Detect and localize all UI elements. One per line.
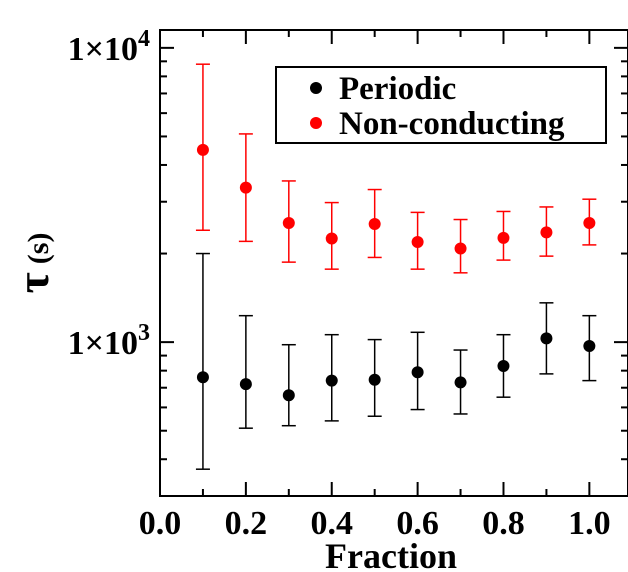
x-tick-label: 0.6 — [396, 505, 439, 542]
data-point-non-conducting — [239, 181, 252, 194]
data-point-periodic — [196, 371, 209, 384]
data-point-periodic — [583, 340, 596, 353]
y-tick-label: 1×104 — [68, 26, 150, 68]
x-tick-label: 0.8 — [482, 505, 525, 542]
data-point-non-conducting — [325, 232, 338, 245]
legend-marker-periodic — [310, 82, 322, 94]
data-point-non-conducting — [583, 217, 596, 230]
plot-area — [195, 63, 597, 470]
y-tick-label: 1×103 — [68, 320, 150, 362]
x-tick-label: 0.0 — [139, 505, 182, 542]
legend-box — [275, 66, 607, 144]
legend-label-periodic: Periodic — [339, 71, 456, 107]
data-point-periodic — [325, 374, 338, 387]
data-point-non-conducting — [454, 242, 467, 255]
data-point-non-conducting — [540, 226, 553, 239]
x-tick-label: 1.0 — [568, 505, 611, 542]
legend: Periodic Non-conducting — [275, 66, 607, 144]
x-axis-title: Fraction — [325, 536, 457, 572]
data-point-periodic — [497, 359, 510, 372]
x-tick-labels: 0.0 0.2 0.4 0.6 0.8 1.0 — [139, 505, 611, 542]
data-point-periodic — [282, 389, 295, 402]
plot-frame — [159, 29, 628, 497]
svg-text:τ(s): τ (s) — [7, 233, 58, 294]
data-point-non-conducting — [368, 218, 381, 231]
data-point-periodic — [368, 373, 381, 386]
y-axis-unit: (s) — [22, 233, 55, 265]
data-point-non-conducting — [411, 235, 424, 248]
data-point-non-conducting — [497, 231, 510, 244]
y-axis-symbol: τ — [7, 272, 58, 293]
data-point-periodic — [454, 376, 467, 389]
legend-label-non-conducting: Non-conducting — [339, 106, 565, 142]
data-point-periodic — [239, 378, 252, 391]
axis-ticks — [159, 30, 628, 497]
legend-marker-non-conducting — [310, 117, 322, 129]
data-point-periodic — [411, 366, 424, 379]
x-tick-label: 0.4 — [310, 505, 353, 542]
x-tick-label: 0.2 — [225, 505, 268, 542]
y-tick-labels: 1×103 1×104 — [68, 26, 150, 362]
data-point-periodic — [540, 332, 553, 345]
data-point-non-conducting — [282, 217, 295, 230]
y-axis-title: τ (s) — [7, 233, 58, 294]
data-point-non-conducting — [196, 143, 209, 156]
